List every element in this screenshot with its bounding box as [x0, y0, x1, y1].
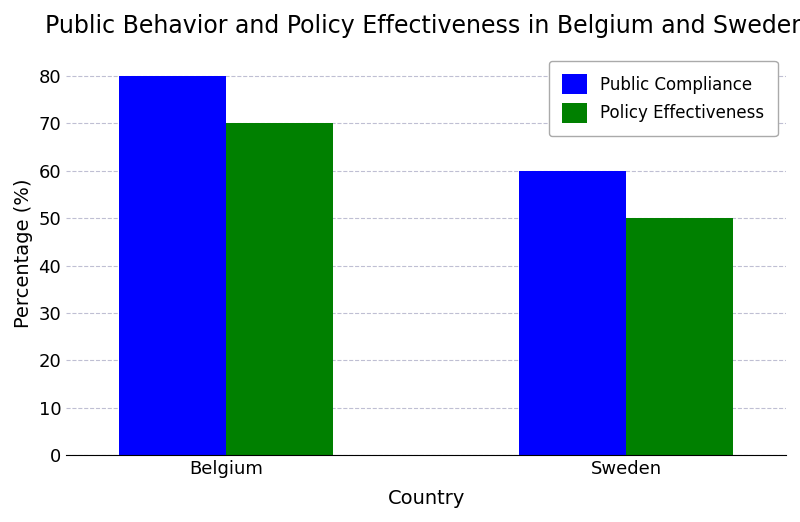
Y-axis label: Percentage (%): Percentage (%) — [14, 179, 33, 328]
Title: Public Behavior and Policy Effectiveness in Belgium and Sweden: Public Behavior and Policy Effectiveness… — [46, 14, 800, 38]
Bar — [519, 171, 626, 455]
Bar — [119, 76, 226, 455]
Legend: Public Compliance, Policy Effectiveness: Public Compliance, Policy Effectiveness — [549, 61, 778, 136]
X-axis label: Country: Country — [387, 489, 465, 508]
Bar — [626, 218, 733, 455]
Bar — [226, 123, 333, 455]
